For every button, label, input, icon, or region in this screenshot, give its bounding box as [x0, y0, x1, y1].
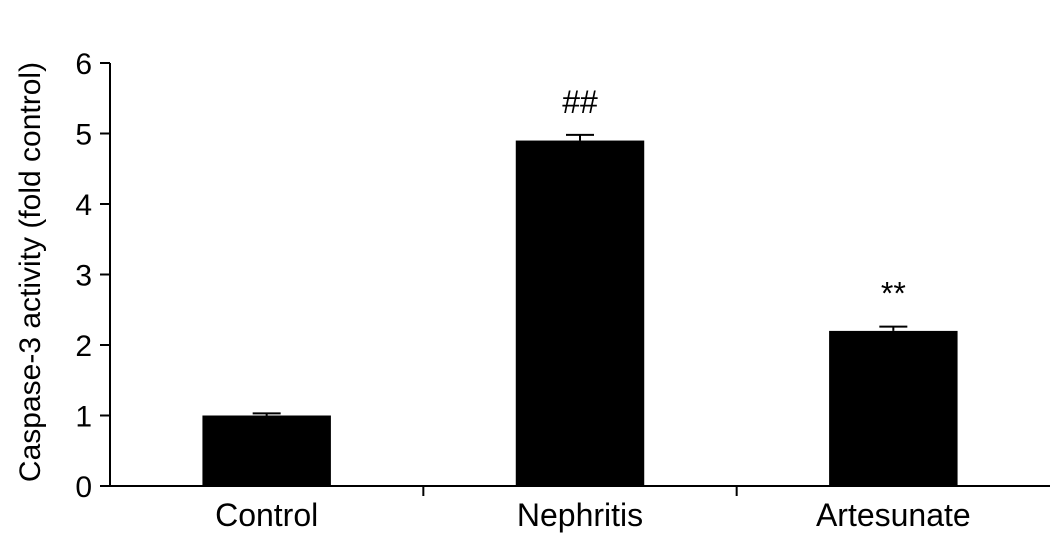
x-tick-label: Control — [215, 497, 318, 533]
category-labels: Control Nephritis Artesunate — [215, 497, 971, 533]
x-tick-label: Artesunate — [816, 497, 971, 533]
bar-nephritis — [515, 140, 645, 487]
y-tick-label: 0 — [75, 471, 92, 504]
x-tick-label: Nephritis — [517, 497, 643, 533]
y-tick-label: 1 — [75, 401, 92, 434]
bar-artesunate — [829, 330, 958, 486]
bar-control — [202, 415, 331, 486]
significance-label: ## — [562, 84, 598, 120]
x-axis — [110, 485, 1050, 496]
y-tick-label: 4 — [75, 189, 92, 222]
y-tick-label: 5 — [75, 119, 92, 152]
y-tick-label: 2 — [75, 330, 92, 363]
bars: ## ** — [202, 84, 958, 487]
y-axis: 0 1 2 3 4 5 6 — [75, 48, 111, 504]
significance-label: ** — [881, 276, 906, 312]
y-tick-label: 3 — [75, 260, 92, 293]
y-axis-label: Caspase-3 activity (fold control) — [14, 62, 47, 482]
y-tick-label: 6 — [75, 48, 92, 81]
